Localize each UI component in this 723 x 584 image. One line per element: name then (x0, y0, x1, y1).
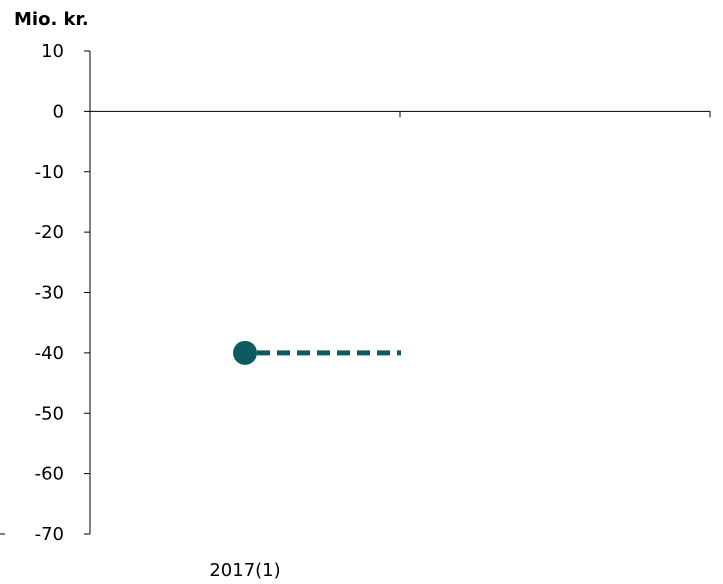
y-tick-label: -10 (35, 162, 64, 183)
y-tick-label: -30 (35, 283, 64, 304)
y-tick-label: 0 (53, 101, 64, 122)
y-tick-label: -20 (35, 222, 64, 243)
y-tick-label: -40 (35, 343, 64, 364)
series-group (233, 340, 401, 365)
x-axis-ticks (399, 111, 711, 118)
y-tick-label: -50 (35, 403, 64, 424)
y-tick-label: 10 (41, 41, 64, 62)
data-point-marker (233, 340, 257, 365)
y-tick-label: -70 (35, 524, 64, 545)
y-tick-label: -60 (35, 464, 64, 485)
y-unit-label: Mio. kr. (14, 9, 89, 30)
y-axis-ticks: 10 0 -10 -20 -30 -40 -50 -60 -70 (35, 41, 90, 545)
x-axis-labels: 2017(1) (209, 560, 280, 581)
x-tick-label: 2017(1) (209, 560, 280, 581)
